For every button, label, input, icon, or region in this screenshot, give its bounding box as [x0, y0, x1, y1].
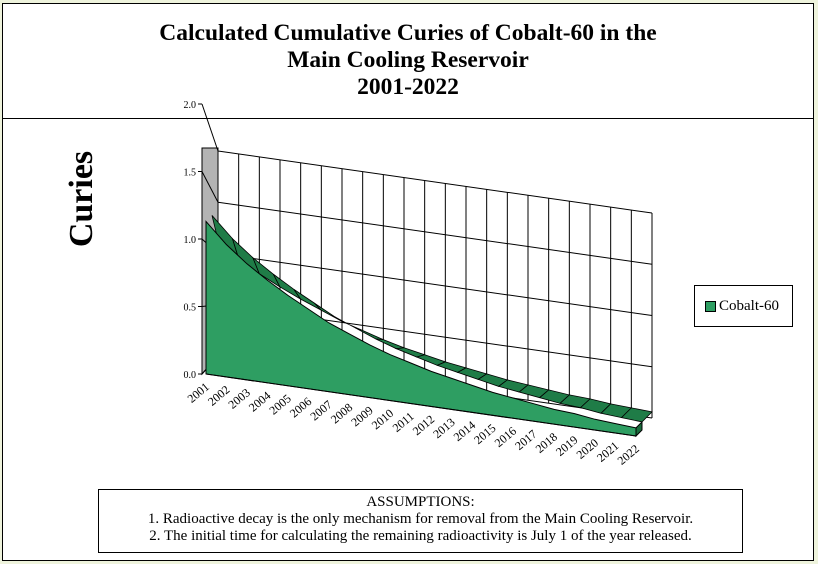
area-top-segment — [375, 338, 405, 350]
y-tick-label: 1.5 — [184, 168, 197, 179]
chart-title-line-2: Main Cooling Reservoir — [287, 47, 529, 73]
chart-frame: Calculated Cumulative Curies of Cobalt-6… — [2, 3, 814, 561]
chart-title-line-1: Calculated Cumulative Curies of Cobalt-6… — [159, 20, 657, 46]
grid-line-side — [201, 171, 219, 203]
y-axis-label: Curies — [63, 150, 100, 248]
y-tick-label: 0.5 — [184, 303, 197, 314]
chart-title-block: Calculated Cumulative Curies of Cobalt-6… — [3, 4, 813, 119]
x-tick-label: 2022 — [615, 442, 642, 468]
assumption-item-1: 1. Radioactive decay is the only mechani… — [147, 511, 694, 527]
y-tick-label: 2.0 — [184, 100, 197, 111]
assumptions-box: ASSUMPTIONS: 1. Radioactive decay is the… — [98, 489, 743, 553]
x-axis-line — [205, 373, 637, 437]
area-series-cobalt-60 — [205, 220, 637, 437]
grid-line-y — [217, 150, 653, 214]
grid-line-y — [217, 201, 653, 265]
assumptions-heading: ASSUMPTIONS: — [366, 494, 475, 510]
legend-label: Cobalt-60 — [719, 297, 779, 314]
chart-legend: Cobalt-60 — [694, 285, 793, 327]
area-end-cap — [635, 420, 643, 438]
area-top-segment — [355, 327, 384, 341]
chart-title-line-3: 2001-2022 — [357, 74, 459, 100]
legend-swatch — [705, 300, 716, 312]
grid-line-y — [217, 253, 653, 316]
grid-line-side — [201, 103, 219, 152]
assumption-item-2: 2. The initial time for calculating the … — [149, 528, 692, 544]
y-tick-label: 1.0 — [184, 235, 197, 246]
y-tick-label: 0.0 — [184, 370, 197, 381]
